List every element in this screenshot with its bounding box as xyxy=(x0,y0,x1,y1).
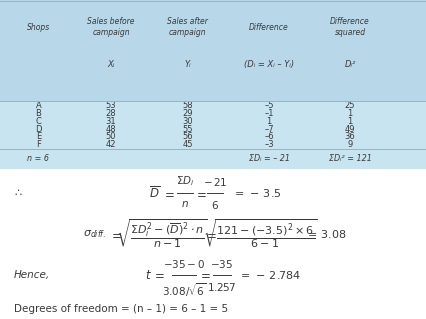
Text: Yᵢ: Yᵢ xyxy=(184,60,191,69)
Text: 50: 50 xyxy=(106,132,116,141)
Text: 30: 30 xyxy=(182,117,193,126)
Text: Shops: Shops xyxy=(27,23,50,32)
Text: $-35 - 0$: $-35 - 0$ xyxy=(162,258,205,270)
Text: Hence,: Hence, xyxy=(14,270,50,280)
Text: Degrees of freedom = (n – 1) = 6 – 1 = 5: Degrees of freedom = (n – 1) = 6 – 1 = 5 xyxy=(14,304,227,314)
Text: $=$: $=$ xyxy=(197,269,210,282)
Text: Xᵢ: Xᵢ xyxy=(107,60,114,69)
Text: $=$: $=$ xyxy=(161,187,174,200)
Text: 49: 49 xyxy=(344,124,354,134)
Text: –5: –5 xyxy=(264,101,273,110)
Text: Difference
squared: Difference squared xyxy=(329,17,369,37)
Text: 55: 55 xyxy=(182,124,193,134)
Text: –3: –3 xyxy=(264,140,273,149)
Text: 56: 56 xyxy=(182,132,193,141)
Text: 42: 42 xyxy=(106,140,116,149)
Text: 58: 58 xyxy=(182,101,193,110)
Text: $\Sigma D_i$: $\Sigma D_i$ xyxy=(176,174,194,188)
Text: Sales before
campaign: Sales before campaign xyxy=(87,17,135,37)
Text: $\sqrt{\dfrac{\Sigma D_i^2 - \left(\overline{D}\right)^2 \cdot n}{n-1}}$: $\sqrt{\dfrac{\Sigma D_i^2 - \left(\over… xyxy=(116,218,207,251)
Text: 9: 9 xyxy=(347,140,352,149)
Text: 36: 36 xyxy=(344,132,355,141)
Text: $=\,3.08$: $=\,3.08$ xyxy=(304,228,345,240)
Text: ΣDᵢ² = 121: ΣDᵢ² = 121 xyxy=(328,154,371,163)
Text: $=\,-\,2.784$: $=\,-\,2.784$ xyxy=(237,269,301,281)
Text: 1: 1 xyxy=(347,117,352,126)
Text: $\sigma_{diff.}$: $\sigma_{diff.}$ xyxy=(83,228,106,240)
Text: $n$: $n$ xyxy=(181,199,188,209)
Text: (Dᵢ = Xᵢ – Yᵢ): (Dᵢ = Xᵢ – Yᵢ) xyxy=(243,60,294,69)
Text: C: C xyxy=(35,117,41,126)
Text: 53: 53 xyxy=(106,101,116,110)
Text: Sales after
campaign: Sales after campaign xyxy=(167,17,208,37)
Text: n = 6: n = 6 xyxy=(27,154,49,163)
Text: 1: 1 xyxy=(266,117,271,126)
Text: E: E xyxy=(36,132,41,141)
Text: 31: 31 xyxy=(106,117,116,126)
Text: $-\,21$: $-\,21$ xyxy=(202,176,227,188)
Text: $-35$: $-35$ xyxy=(210,258,233,270)
Bar xyxy=(0,0,426,101)
Text: $\overline{D}$: $\overline{D}$ xyxy=(149,185,160,201)
Text: Dᵢ²: Dᵢ² xyxy=(344,60,355,69)
Text: $\sqrt{\dfrac{121 - (-3.5)^2 \times 6}{6-1}}$: $\sqrt{\dfrac{121 - (-3.5)^2 \times 6}{6… xyxy=(202,218,317,251)
Text: Difference: Difference xyxy=(248,23,288,32)
Text: –1: –1 xyxy=(264,109,273,118)
Text: $t$: $t$ xyxy=(144,269,151,282)
Text: 29: 29 xyxy=(182,109,193,118)
Text: ∴: ∴ xyxy=(14,188,21,198)
Text: ΣDᵢ = – 21: ΣDᵢ = – 21 xyxy=(248,154,289,163)
Text: $=\,-\,3.5$: $=\,-\,3.5$ xyxy=(231,187,281,199)
Text: 25: 25 xyxy=(344,101,354,110)
Text: 45: 45 xyxy=(182,140,193,149)
Text: $=$: $=$ xyxy=(203,227,216,241)
Text: –7: –7 xyxy=(264,124,273,134)
Text: 1: 1 xyxy=(347,109,352,118)
Text: $=$: $=$ xyxy=(193,187,206,200)
Text: D: D xyxy=(35,124,42,134)
Text: $3.08/\sqrt{6}$: $3.08/\sqrt{6}$ xyxy=(161,281,206,299)
Text: $=$: $=$ xyxy=(108,227,121,241)
Text: $1.257$: $1.257$ xyxy=(207,281,236,293)
Text: $=$: $=$ xyxy=(151,269,164,282)
Text: A: A xyxy=(35,101,41,110)
Text: B: B xyxy=(35,109,41,118)
Text: –6: –6 xyxy=(264,132,273,141)
Text: 28: 28 xyxy=(106,109,116,118)
Text: 48: 48 xyxy=(106,124,116,134)
Text: F: F xyxy=(36,140,41,149)
Text: $6$: $6$ xyxy=(210,199,219,211)
